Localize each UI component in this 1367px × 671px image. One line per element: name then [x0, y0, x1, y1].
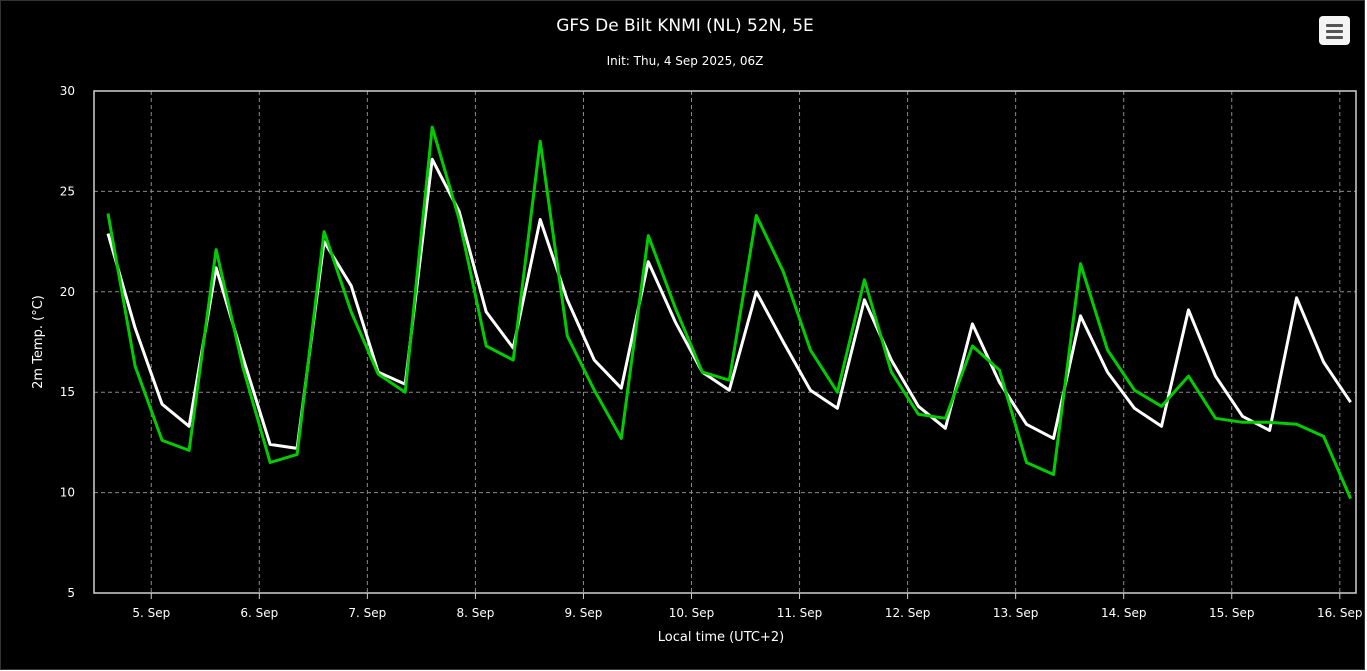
y-tick-label: 15 — [60, 385, 75, 399]
y-tick-label: 10 — [60, 486, 75, 500]
chart-title: GFS De Bilt KNMI (NL) 52N, 5E — [556, 16, 814, 36]
y-tick-label: 20 — [60, 285, 75, 299]
y-tick-label: 5 — [67, 586, 75, 600]
y-tick-label: 30 — [60, 84, 75, 98]
x-tick-label: 16. Sep — [1317, 606, 1363, 620]
x-tick-label: 7. Sep — [348, 606, 386, 620]
x-tick-label: 11. Sep — [777, 606, 823, 620]
y-tick-label: 25 — [60, 184, 75, 198]
x-tick-label: 8. Sep — [456, 606, 494, 620]
x-tick-label: 15. Sep — [1209, 606, 1255, 620]
chart-subtitle: Init: Thu, 4 Sep 2025, 06Z — [607, 54, 764, 68]
x-tick-label: 13. Sep — [993, 606, 1039, 620]
x-tick-label: 14. Sep — [1101, 606, 1147, 620]
x-axis-title: Local time (UTC+2) — [658, 630, 784, 645]
series-layer — [106, 125, 1352, 500]
x-tick-label: 9. Sep — [565, 606, 603, 620]
x-tick-label: 5. Sep — [132, 606, 170, 620]
x-tick-label: 6. Sep — [240, 606, 278, 620]
x-axis-ticks: 5. Sep 6. Sep 7. Sep 8. Sep 9. Sep 10. Sep 11.… — [132, 593, 1363, 620]
y-axis-ticks: 5 10 15 20 25 30 — [60, 84, 75, 600]
plot-area-border — [93, 90, 1357, 594]
chart-menu-button[interactable] — [1319, 16, 1350, 45]
grid-lines — [94, 91, 1356, 593]
series-line-green — [106, 125, 1352, 500]
x-tick-label: 10. Sep — [669, 606, 715, 620]
y-axis-title: 2m Temp. (°C) — [31, 295, 46, 389]
x-tick-label: 12. Sep — [885, 606, 931, 620]
